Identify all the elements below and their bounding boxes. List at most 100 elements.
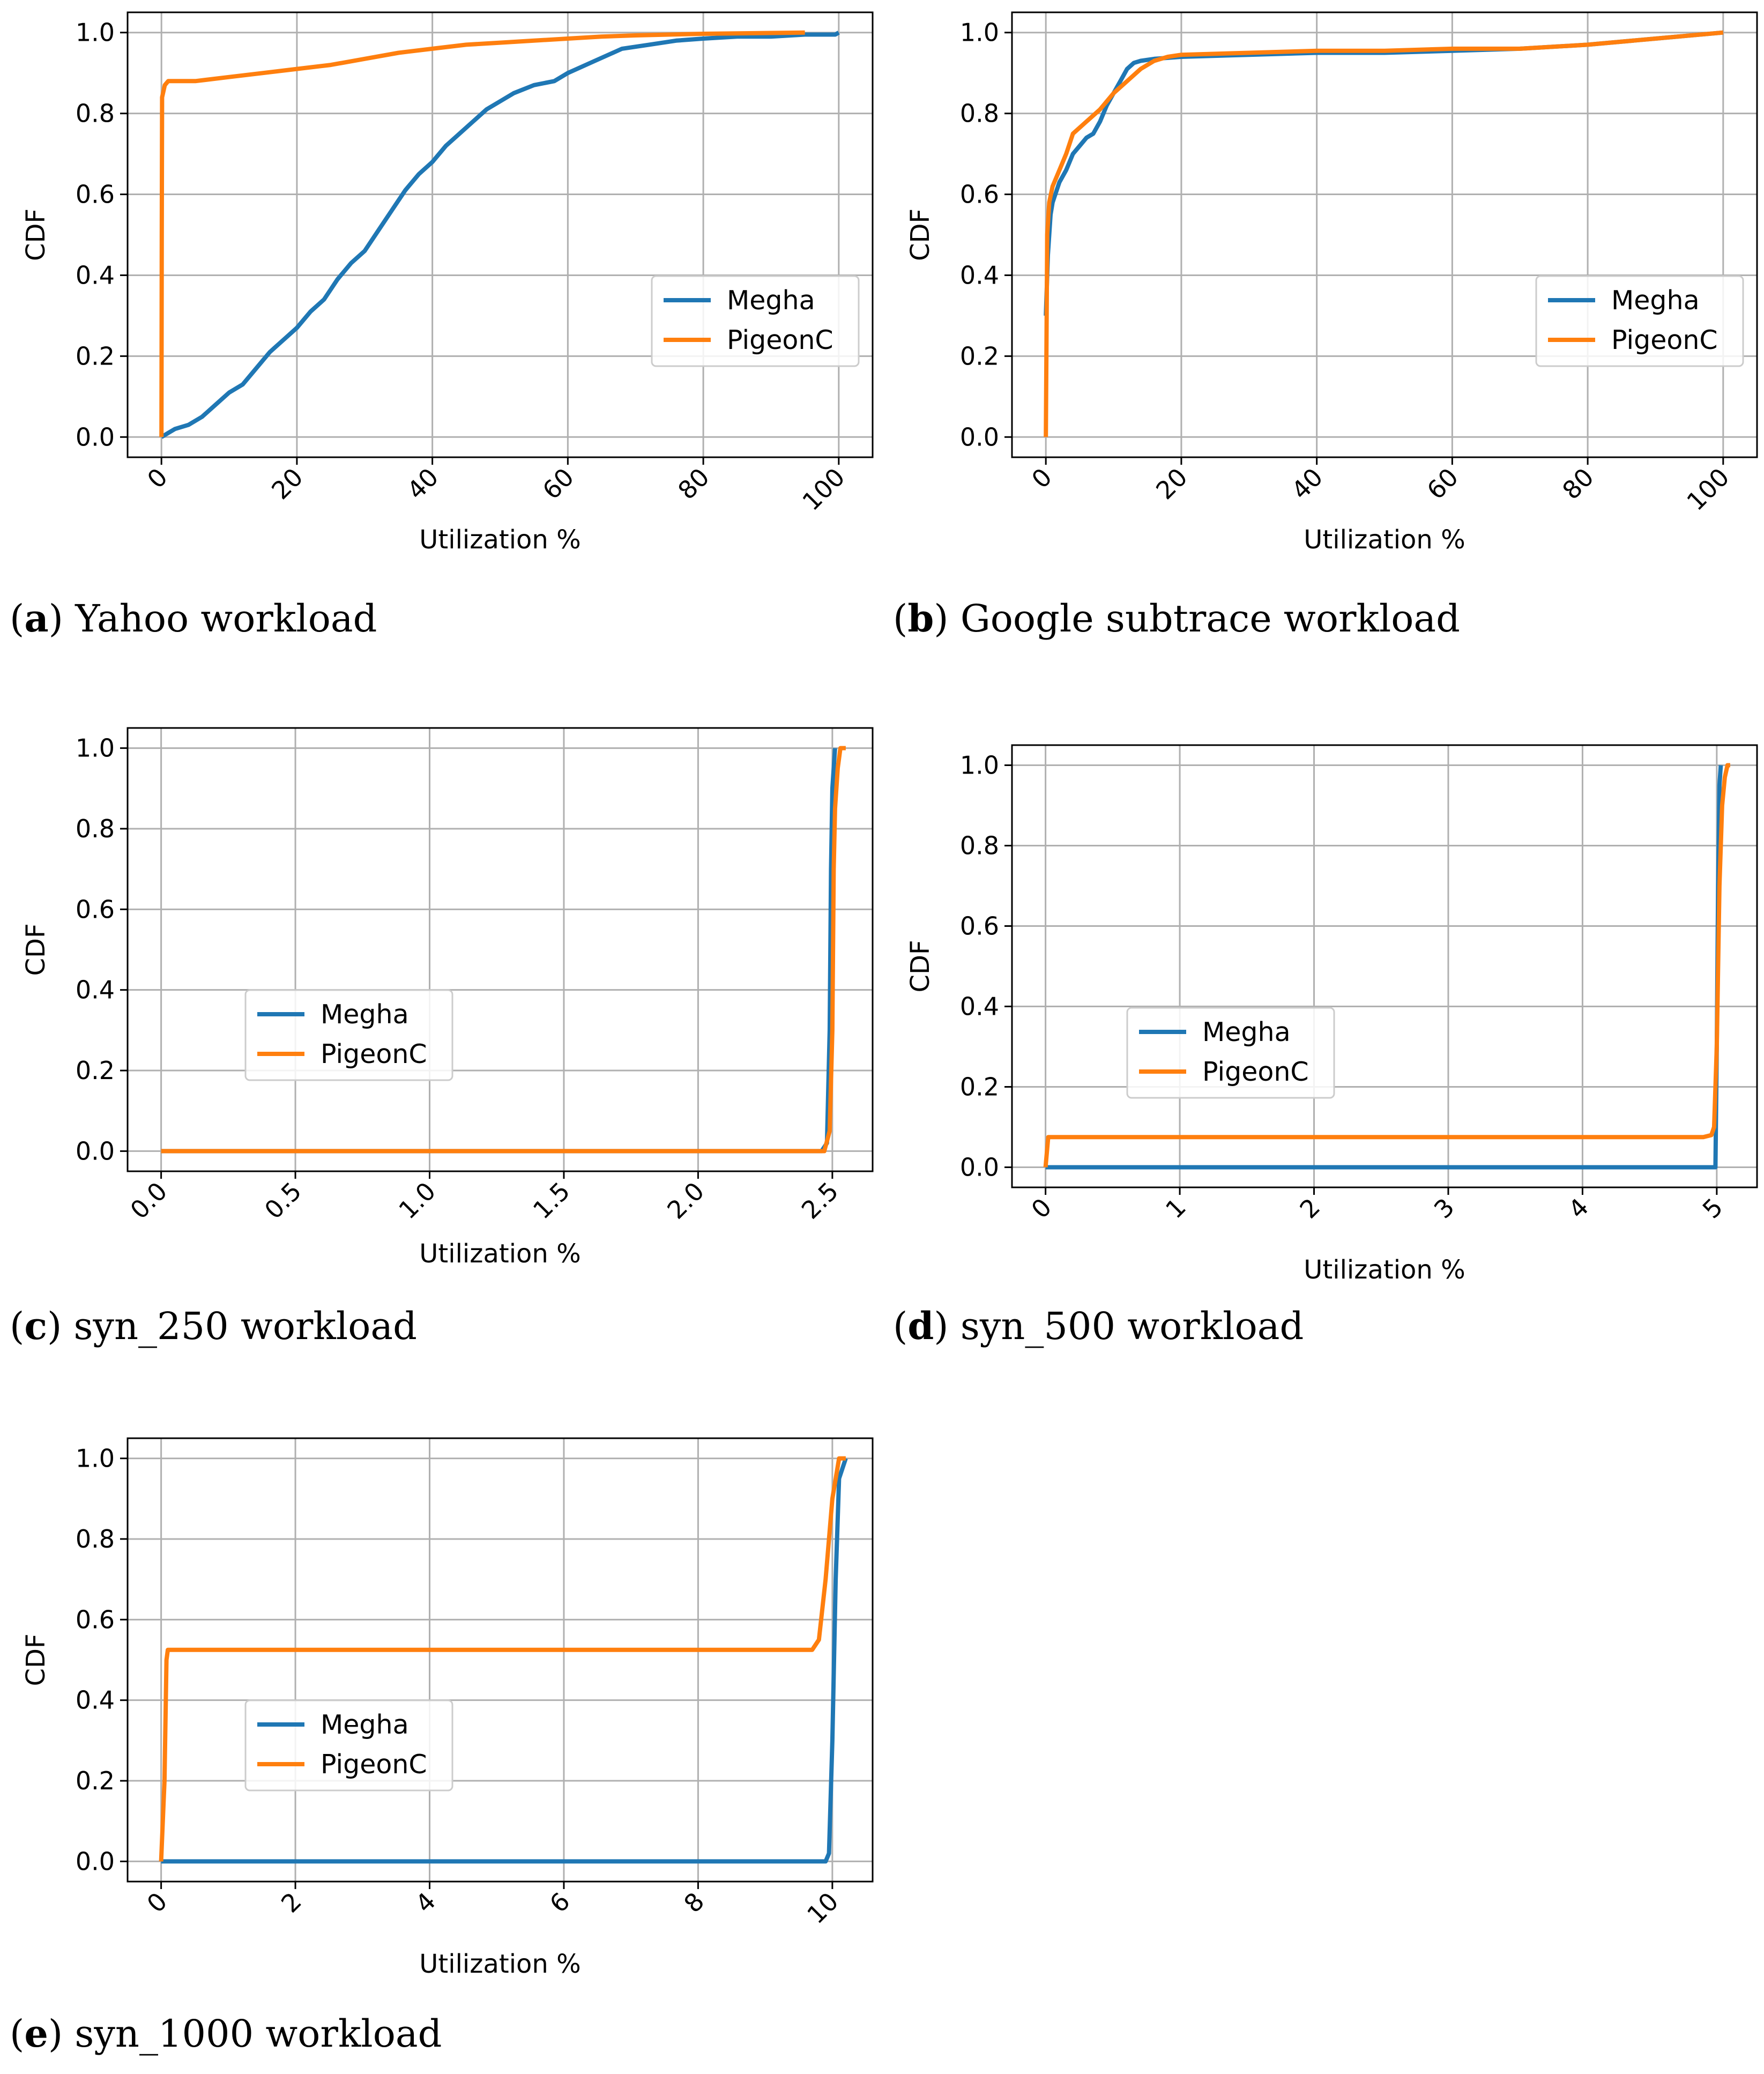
x-axis-label: Utilization %	[1304, 525, 1465, 555]
y-tick-label: 0.6	[76, 180, 115, 209]
x-tick-label: 3	[1428, 1193, 1460, 1224]
y-tick-label: 0.8	[76, 99, 115, 128]
series-line-pigeonc	[161, 746, 846, 1154]
caption: (b) Google subtrace workload	[893, 596, 1460, 641]
x-tick-label: 5	[1697, 1193, 1729, 1224]
y-tick-label: 0.4	[960, 261, 999, 289]
x-tick-label: 0	[1026, 1193, 1058, 1224]
y-axis-label: CDF	[21, 1633, 51, 1686]
x-tick-label: 60	[537, 463, 580, 506]
y-tick-label: 0.4	[76, 1686, 115, 1715]
chart-c: 0.0 0.2 0.4 0.6 0.8 1.0 0.0 0.5 1.0 1.5 2.0 2.5 Util…	[10, 727, 874, 1348]
plot-frame	[126, 1437, 874, 1883]
chart-d: 0.0 0.2 0.4 0.6 0.8 1.0 0 1 2 3 4 5 Utilization % CDF…	[893, 744, 1758, 1348]
legend-label-pigeonc: PigeonC	[321, 1749, 427, 1780]
x-tick-label: 2.5	[796, 1177, 844, 1225]
series-line-megha	[160, 31, 840, 439]
x-tick-label: 0	[142, 1887, 173, 1919]
legend-label-pigeonc: PigeonC	[1611, 325, 1718, 355]
y-tick-label: 0.4	[960, 992, 999, 1021]
legend-label-pigeonc: PigeonC	[727, 325, 833, 355]
legend-label-pigeonc: PigeonC	[321, 1039, 427, 1069]
series-line-pigeonc	[159, 1456, 846, 1862]
x-tick-label: 60	[1421, 463, 1464, 506]
y-tick-label: 1.0	[960, 18, 999, 47]
y-tick-label: 0.2	[76, 1766, 115, 1795]
x-tick-label: 0	[142, 463, 173, 494]
y-tick-label: 0.0	[76, 1847, 115, 1876]
y-tick-label: 0.2	[960, 341, 999, 370]
chart-e: 0.0 0.2 0.4 0.6 0.8 1.0 0 2 4 6 8 10 Utilization % CD…	[10, 1437, 874, 2056]
y-tick-label: 0.6	[76, 895, 115, 924]
caption: (d) syn_500 workload	[893, 1304, 1304, 1348]
x-tick-label: 100	[1681, 463, 1735, 516]
y-tick-label: 0.2	[76, 1056, 115, 1085]
series-line-megha	[161, 1458, 848, 1864]
x-tick-label: 4	[1562, 1193, 1594, 1224]
series-line-pigeonc	[1043, 763, 1730, 1168]
y-tick-label: 0.0	[960, 422, 999, 451]
plot-frame	[126, 11, 874, 458]
y-tick-label: 0.0	[960, 1153, 999, 1182]
caption: (a) Yahoo workload	[10, 596, 377, 641]
chart-b: 0.0 0.2 0.4 0.6 0.8 1.0 0 20 40 60 80 100 Utilizatio…	[893, 11, 1758, 641]
caption: (e) syn_1000 workload	[10, 2011, 442, 2056]
legend-label-pigeonc: PigeonC	[1202, 1057, 1309, 1087]
legend-label-megha: Megha	[1202, 1017, 1291, 1047]
series-line-megha	[1045, 765, 1723, 1170]
x-tick-label: 2	[276, 1887, 307, 1919]
y-tick-label: 0.4	[76, 261, 115, 289]
x-tick-label: 1.5	[527, 1177, 576, 1225]
x-tick-label: 2.0	[661, 1177, 710, 1225]
x-tick-label: 40	[401, 463, 444, 506]
x-tick-label: 0.5	[259, 1177, 307, 1225]
y-tick-label: 1.0	[76, 18, 115, 47]
y-tick-label: 0.8	[960, 99, 999, 128]
series-line-megha	[1044, 30, 1724, 316]
y-tick-label: 1.0	[76, 1444, 115, 1473]
y-tick-label: 0.0	[76, 422, 115, 451]
x-axis-label: Utilization %	[1304, 1255, 1465, 1285]
x-tick-label: 1.0	[393, 1177, 441, 1225]
x-axis-label: Utilization %	[419, 1239, 580, 1269]
x-tick-label: 2	[1294, 1193, 1326, 1224]
y-tick-label: 0.2	[76, 341, 115, 370]
x-tick-label: 4	[410, 1887, 441, 1919]
legend-label-megha: Megha	[727, 285, 815, 316]
caption: (c) syn_250 workload	[10, 1304, 417, 1348]
x-tick-label: 20	[266, 463, 309, 506]
x-tick-label: 0.0	[124, 1177, 173, 1225]
y-axis-label: CDF	[905, 209, 935, 261]
chart-a: 0.0 0.2 0.4 0.6 0.8 1.0 0 20 40 60 80 100 Utilizatio…	[10, 11, 874, 641]
x-axis-label: Utilization %	[419, 1949, 580, 1979]
y-tick-label: 0.6	[960, 180, 999, 209]
x-tick-label: 6	[544, 1887, 576, 1919]
y-tick-label: 0.6	[76, 1605, 115, 1634]
x-tick-label: 0	[1026, 463, 1058, 494]
x-tick-label: 100	[797, 463, 850, 516]
x-tick-label: 8	[678, 1887, 710, 1919]
y-tick-label: 0.2	[960, 1073, 999, 1102]
series-line-pigeonc	[1044, 30, 1724, 437]
x-tick-label: 80	[1557, 463, 1599, 506]
legend-label-megha: Megha	[321, 999, 409, 1030]
x-tick-label: 1	[1160, 1193, 1192, 1224]
x-axis-label: Utilization %	[419, 525, 580, 555]
y-axis-label: CDF	[21, 923, 51, 976]
plot-frame	[126, 727, 874, 1172]
legend-label-megha: Megha	[1611, 285, 1700, 316]
x-tick-label: 10	[801, 1887, 844, 1930]
x-tick-label: 20	[1150, 463, 1193, 506]
y-tick-label: 0.6	[960, 912, 999, 941]
y-tick-label: 0.8	[76, 814, 115, 843]
y-tick-label: 1.0	[76, 734, 115, 763]
series-line-pigeonc	[159, 30, 805, 437]
plot-frame	[1011, 744, 1758, 1188]
y-tick-label: 0.8	[960, 831, 999, 860]
x-tick-label: 80	[672, 463, 715, 506]
y-axis-label: CDF	[21, 209, 51, 261]
y-tick-label: 1.0	[960, 751, 999, 780]
y-tick-label: 0.8	[76, 1525, 115, 1553]
series-line-megha	[161, 748, 837, 1154]
